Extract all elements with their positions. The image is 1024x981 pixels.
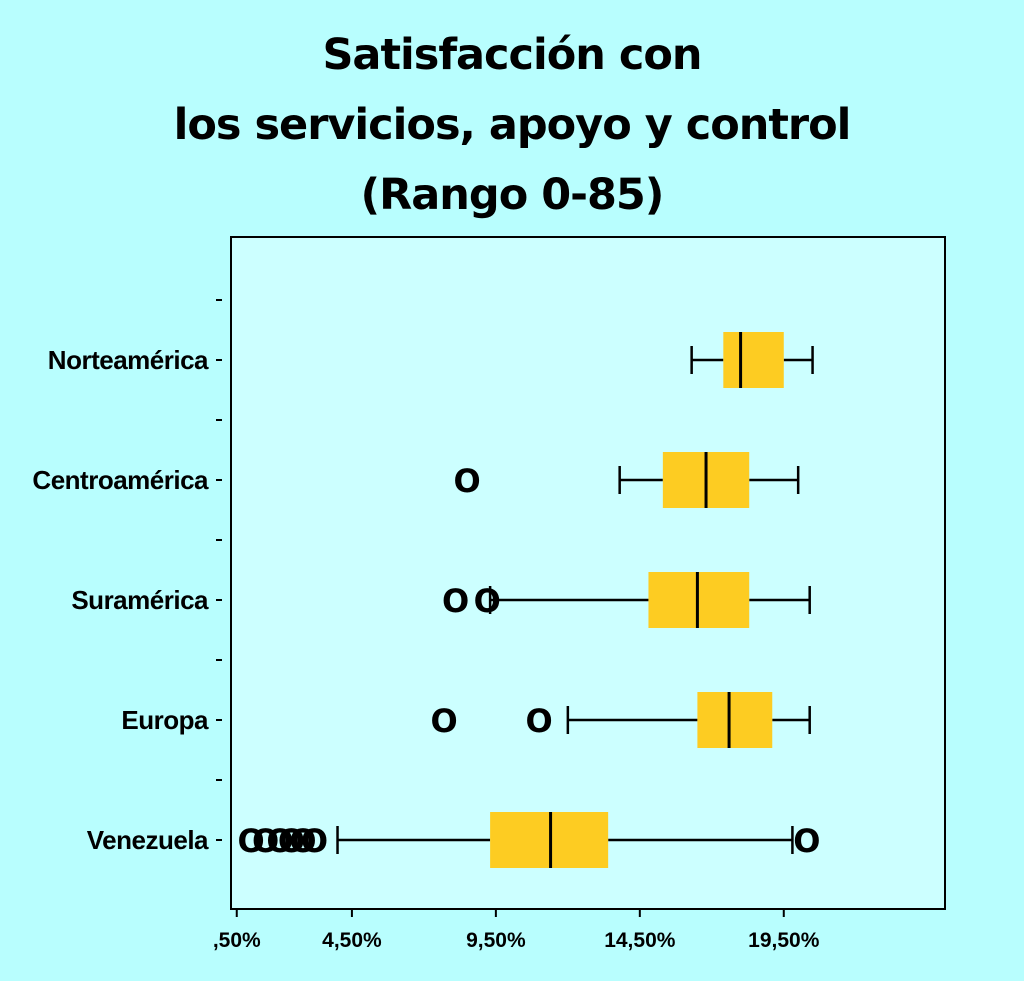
outlier-marker: O bbox=[525, 702, 552, 740]
x-tick-label: 19,50% bbox=[748, 929, 820, 952]
outlier-marker: O bbox=[252, 822, 279, 860]
x-axis: ,50% 4,50% 9,50% 14,50% 19,50% bbox=[213, 909, 820, 952]
outlier-marker: O bbox=[301, 822, 328, 860]
outlier-marker: O bbox=[278, 822, 305, 860]
outlier-marker: O bbox=[474, 582, 501, 620]
category-label: Centroamérica bbox=[32, 465, 209, 495]
outlier-marker: O bbox=[430, 702, 457, 740]
box-Centroamérica: O bbox=[453, 452, 800, 508]
box-Norteamérica bbox=[690, 332, 814, 388]
chart-title-line-1: Satisfacción con bbox=[322, 30, 702, 80]
x-tick-label: ,50% bbox=[213, 929, 261, 952]
category-label: Venezuela bbox=[87, 825, 209, 855]
iqr-box bbox=[723, 332, 784, 388]
x-tick-label: 4,50% bbox=[322, 929, 382, 952]
outlier-marker: O bbox=[238, 822, 265, 860]
outlier-marker: O bbox=[289, 822, 316, 860]
iqr-box bbox=[697, 692, 773, 748]
category-label: Norteamérica bbox=[48, 345, 209, 375]
category-label: Suramérica bbox=[71, 585, 209, 615]
chart-title-line-2: los servicios, apoyo y control bbox=[173, 100, 852, 150]
chart-title: Satisfacción con los servicios, apoyo y … bbox=[0, 20, 1024, 230]
x-tick-label: 14,50% bbox=[604, 929, 676, 952]
category-label: Europa bbox=[121, 705, 209, 735]
x-tick-label: 9,50% bbox=[466, 929, 526, 952]
outlier-marker: O bbox=[793, 822, 820, 860]
outlier-marker: O bbox=[442, 582, 469, 620]
outlier-marker: O bbox=[266, 822, 293, 860]
outlier-marker: O bbox=[453, 462, 480, 500]
y-axis-ticks: Norteamérica Centroamérica Suramérica Europ… bbox=[32, 299, 222, 855]
chart-title-line-3: (Rango 0-85) bbox=[360, 170, 665, 220]
plot-area bbox=[230, 236, 946, 910]
